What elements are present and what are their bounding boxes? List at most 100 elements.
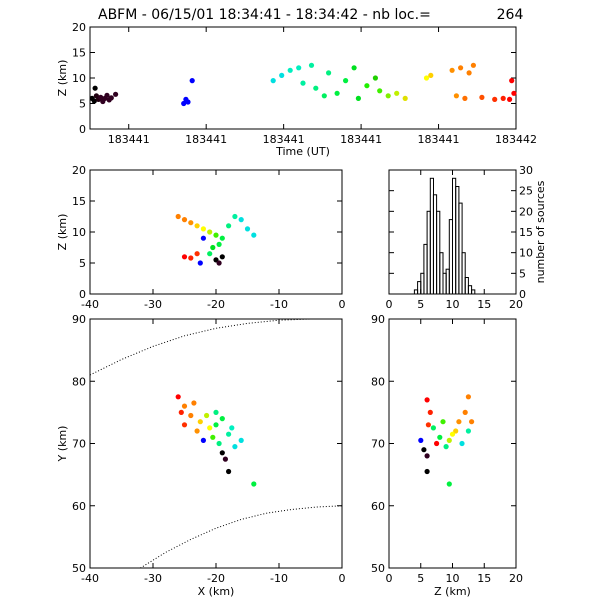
zy-panel-xlabel: Z (km) bbox=[434, 585, 471, 598]
histogram-xtick-label: 15 bbox=[477, 298, 491, 311]
zy-panel-point bbox=[465, 428, 471, 434]
xy-panel-point bbox=[222, 456, 228, 462]
xz-panel-xtick-label: -20 bbox=[207, 298, 225, 311]
xy-panel-point bbox=[232, 444, 238, 450]
xz-panel-ylabel: Z (km) bbox=[56, 214, 69, 251]
xy-panel-point bbox=[213, 422, 219, 428]
panels: 0 5 10 15 20 183441 183441 183441 183441 183441 18… bbox=[56, 21, 547, 598]
time-panel-point bbox=[377, 88, 383, 94]
xy-panel-point bbox=[251, 481, 257, 487]
time-panel-point bbox=[308, 62, 315, 68]
time-panel-point bbox=[270, 78, 276, 84]
time-panel-point bbox=[364, 83, 370, 89]
xz-panel-xtick-label: -10 bbox=[270, 298, 288, 311]
time-panel-point bbox=[313, 85, 319, 91]
xz-panel-point bbox=[216, 241, 222, 247]
zy-panel-point bbox=[437, 434, 443, 440]
time-panel-xlabel: Time (UT) bbox=[275, 145, 330, 158]
xy-panel-xtick-label: -40 bbox=[81, 572, 99, 585]
figure-title: ABFM - 06/15/01 18:34:41 - 18:34:42 - nb… bbox=[98, 7, 431, 23]
xy-panel-xtick-label: 0 bbox=[339, 572, 346, 585]
xy-panel: 50 60 70 80 90 -40 -30 -20 -10 0 X (km) Y (km) bbox=[56, 313, 346, 598]
zy-panel-xtick-label: 20 bbox=[509, 572, 523, 585]
xz-panel-point bbox=[238, 217, 244, 223]
histogram-xtick-label: 0 bbox=[386, 298, 393, 311]
zy-panel-xtick-label: 0 bbox=[386, 572, 393, 585]
xz-panel-point bbox=[188, 255, 194, 261]
zy-panel-point bbox=[446, 437, 452, 443]
zy-panel-point bbox=[424, 468, 430, 475]
zy-panel-point bbox=[456, 419, 462, 425]
time-panel-xtick-label: 183441 bbox=[418, 133, 460, 146]
xy-panel-point bbox=[229, 425, 235, 431]
time-panel-ytick-label: 0 bbox=[79, 123, 86, 136]
xz-panel-point bbox=[219, 235, 225, 241]
zy-panel-ytick-label: 90 bbox=[371, 313, 385, 326]
time-panel-ytick-label: 5 bbox=[79, 98, 86, 111]
histogram-bar bbox=[458, 202, 463, 295]
histogram-bar bbox=[471, 289, 476, 295]
xz-panel-xtick-label: 0 bbox=[339, 298, 346, 311]
xz-panel-xtick-label: -30 bbox=[144, 298, 162, 311]
histogram-ytick-label: 5 bbox=[519, 267, 526, 280]
time-panel-point bbox=[343, 78, 349, 84]
time-panel-ylabel: Z (km) bbox=[56, 60, 69, 97]
xz-panel-point bbox=[181, 254, 188, 260]
zy-panel-ytick-label: 60 bbox=[371, 500, 385, 513]
time-panel-frame bbox=[89, 26, 517, 130]
xy-panel-ytick-label: 70 bbox=[72, 438, 86, 451]
xz-panel-point bbox=[200, 235, 206, 241]
time-panel-ytick-label: 10 bbox=[72, 72, 86, 85]
time-panel-point bbox=[500, 95, 506, 101]
zy-panel-point bbox=[421, 447, 427, 453]
histogram-xtick-label: 10 bbox=[446, 298, 460, 311]
xz-panel-point bbox=[194, 223, 200, 229]
xz-panel-ytick-label: 20 bbox=[72, 164, 86, 177]
xy-panel-ylabel: Y (km) bbox=[56, 426, 69, 463]
xy-panel-point bbox=[175, 394, 181, 400]
time-panel-ytick-label: 20 bbox=[72, 21, 86, 34]
xz-panel-ytick-label: 0 bbox=[79, 288, 86, 301]
zy-panel-point bbox=[453, 428, 459, 434]
histogram-ytick-label: 30 bbox=[519, 164, 533, 177]
xz-panel-ytick-label: 10 bbox=[72, 226, 86, 239]
xy-panel-point bbox=[204, 412, 210, 419]
time-panel-point bbox=[91, 98, 97, 104]
zy-panel: 50 60 70 80 90 0 5 10 15 20 Z (km) bbox=[371, 313, 523, 598]
xz-panel-ytick-label: 15 bbox=[72, 195, 86, 208]
xz-panel-point bbox=[210, 244, 216, 251]
xz-panel-ytick-label: 5 bbox=[79, 257, 86, 270]
histogram-ytick-label: 10 bbox=[519, 247, 533, 260]
time-panel-point bbox=[372, 75, 378, 81]
time-panel-point bbox=[296, 65, 302, 71]
time-panel-point bbox=[279, 72, 285, 78]
xy-panel-point bbox=[181, 403, 188, 409]
xz-panel: 0 5 10 15 20 -40 -30 -20 -10 0 Z (km) bbox=[56, 164, 346, 311]
time-panel-point bbox=[334, 90, 340, 96]
xz-panel-point bbox=[244, 226, 251, 232]
time-panel-ytick-label: 15 bbox=[72, 47, 86, 60]
zy-panel-point bbox=[459, 440, 465, 447]
xy-panel-point bbox=[207, 425, 213, 431]
zy-panel-xtick-label: 10 bbox=[446, 572, 460, 585]
zy-panel-point bbox=[434, 440, 440, 447]
xz-panel-point bbox=[219, 254, 225, 260]
zy-panel-point bbox=[462, 409, 468, 415]
time-panel-point bbox=[449, 67, 455, 73]
xy-panel-ytick-label: 80 bbox=[72, 375, 86, 388]
time-panel-point bbox=[355, 95, 361, 101]
xy-panel-point bbox=[191, 400, 197, 406]
zy-panel-point bbox=[446, 481, 452, 487]
xy-panel-ytick-label: 90 bbox=[72, 313, 86, 326]
zy-panel-point bbox=[443, 444, 449, 450]
time-panel-point bbox=[466, 70, 472, 76]
time-panel-point bbox=[423, 75, 430, 81]
xy-panel-point bbox=[226, 468, 232, 475]
time-panel-point bbox=[326, 70, 332, 76]
xy-panel-xtick-label: -10 bbox=[270, 572, 288, 585]
histogram-ytick-label: 20 bbox=[519, 205, 533, 218]
time-panel-point bbox=[351, 65, 357, 71]
xz-panel-frame bbox=[89, 169, 343, 295]
